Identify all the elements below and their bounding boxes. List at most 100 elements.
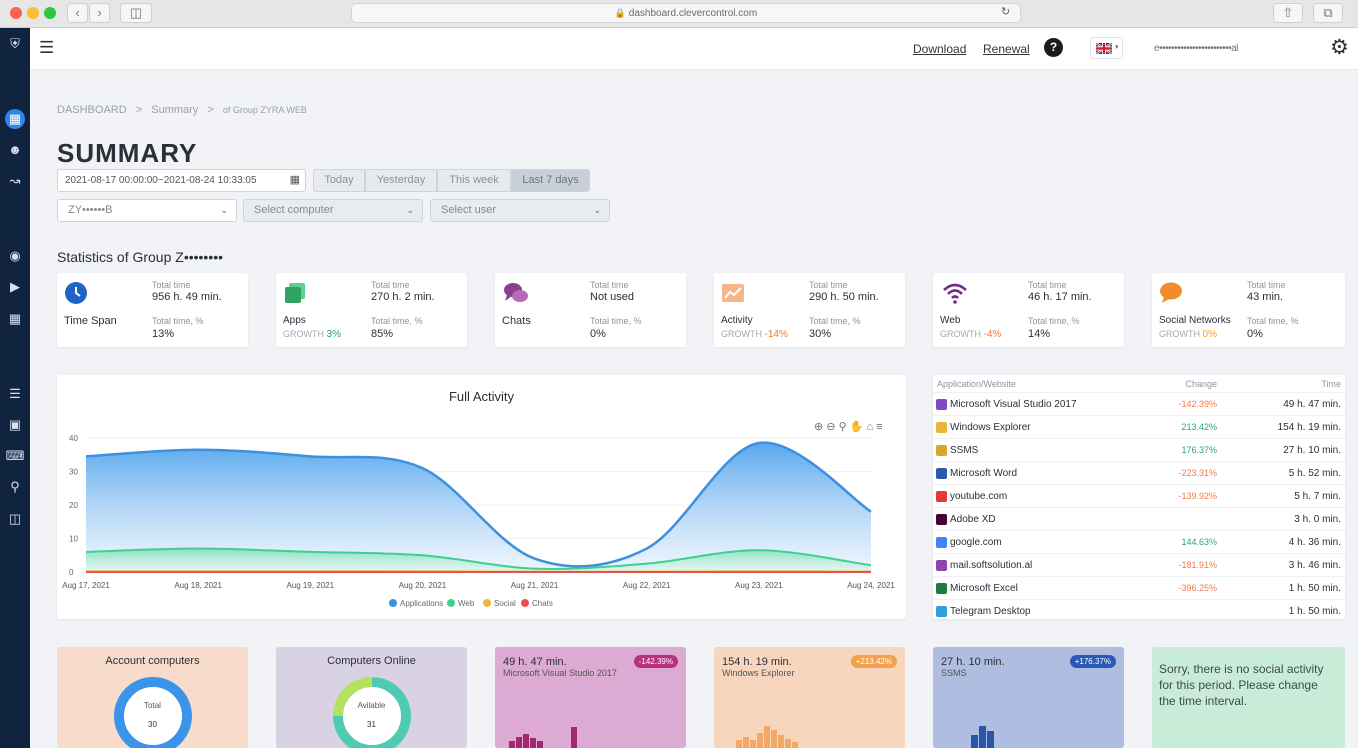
app-icon xyxy=(936,606,947,617)
stat-card-social-networks[interactable]: Social Networks GROWTH 0% Total time 43 … xyxy=(1152,273,1345,347)
full-activity-chart-card: Full Activity ⊕ ⊖ ⚲ ✋ ⌂ ≡ 0 10 20 30 40 Aug 1… xyxy=(57,375,906,619)
app-change: -139.92% xyxy=(1178,491,1217,501)
period-today-button[interactable]: Today xyxy=(313,169,365,192)
legend-label-applications[interactable]: Applications xyxy=(400,599,443,608)
table-row[interactable]: Windows Explorer 213.42% 154 h. 19 min. xyxy=(933,415,1345,438)
app-icon xyxy=(936,468,947,479)
computer-select[interactable]: Select computer ⌄ xyxy=(243,199,423,222)
x-tick-label: Aug 17, 2021 xyxy=(62,581,110,590)
share-icon[interactable]: ⇧ xyxy=(1273,3,1303,23)
table-row[interactable]: Adobe XD 3 h. 0 min. xyxy=(933,507,1345,530)
stat-card-chats[interactable]: Chats Total time Not used Total time, % … xyxy=(495,273,686,347)
series-line-applications[interactable] xyxy=(85,441,872,568)
stat-card-activity[interactable]: Activity GROWTH -14% Total time 290 h. 5… xyxy=(714,273,905,347)
table-row[interactable]: Telegram Desktop 1 h. 50 min. xyxy=(933,599,1345,622)
top-app-card-windows-explorer[interactable]: 154 h. 19 min. Windows Explorer +213.42% xyxy=(714,647,905,748)
calendar-icon[interactable]: ▦ xyxy=(289,174,300,186)
x-tick-label: Aug 19, 2021 xyxy=(286,581,334,590)
zoom-select-icon[interactable]: ⚲ xyxy=(838,421,847,433)
computers-online-donut xyxy=(333,677,411,748)
trend-chart-icon[interactable]: ↝ xyxy=(9,173,21,188)
app-time: 49 h. 47 min. xyxy=(503,656,567,668)
breadcrumb-dashboard[interactable]: DASHBOARD xyxy=(57,104,127,116)
series-line-web[interactable] xyxy=(85,547,872,570)
app-time: 4 h. 36 min. xyxy=(1288,537,1341,548)
tabs-overview-icon[interactable]: ⧉ xyxy=(1313,3,1343,23)
stat-card-time-span[interactable]: Time Span Total time 956 h. 49 min. Tota… xyxy=(57,273,248,347)
hamburger-menu-icon[interactable]: ☰ xyxy=(39,38,55,57)
top-app-card-visual-studio[interactable]: 49 h. 47 min. Microsoft Visual Studio 20… xyxy=(495,647,686,748)
period-yesterday-button[interactable]: Yesterday xyxy=(365,169,437,192)
reset-home-icon[interactable]: ⌂ xyxy=(866,421,874,433)
clock-icon xyxy=(65,282,87,304)
monitor-icon[interactable]: ▣ xyxy=(8,417,22,432)
table-row[interactable]: Microsoft Excel -396.25% 1 h. 50 min. xyxy=(933,576,1345,599)
table-row[interactable]: mail.softsolution.al -181.91% 3 h. 46 min. xyxy=(933,553,1345,576)
account-computers-card[interactable]: Account computers Total 30 xyxy=(57,647,248,748)
search-icon[interactable]: ⚲ xyxy=(10,479,20,494)
play-icon[interactable]: ▶ xyxy=(10,279,20,294)
logo-shield-icon[interactable]: ⛨ xyxy=(10,36,20,51)
download-link[interactable]: Download xyxy=(913,42,967,56)
period-this-week-button[interactable]: This week xyxy=(437,169,511,192)
window-close-button[interactable] xyxy=(10,7,22,19)
legend-label-web[interactable]: Web xyxy=(458,599,475,608)
table-icon[interactable]: ▦ xyxy=(8,311,22,326)
zoom-out-icon[interactable]: ⊖ xyxy=(826,421,836,433)
column-header-change[interactable]: Change xyxy=(1185,379,1217,389)
period-last-7-days-button[interactable]: Last 7 days xyxy=(511,169,590,192)
top-app-card-ssms[interactable]: 27 h. 10 min. SSMS +176.37% xyxy=(933,647,1124,748)
group-select[interactable]: ZY••••••B ⌄ xyxy=(57,199,237,222)
back-button[interactable]: ‹ xyxy=(67,3,88,23)
language-flag-selector[interactable]: ▾ xyxy=(1090,37,1123,59)
computers-online-card[interactable]: Computers Online Avilable 31 xyxy=(276,647,467,748)
keyboard-icon[interactable]: ⌨ xyxy=(5,448,25,463)
eye-icon[interactable]: ◉ xyxy=(9,248,21,263)
window-zoom-button[interactable] xyxy=(44,7,56,19)
table-row[interactable]: Microsoft Visual Studio 2017 -142.39% 49 h… xyxy=(933,392,1345,415)
layout-icon[interactable]: ◫ xyxy=(8,511,22,526)
help-icon[interactable]: ? xyxy=(1044,38,1063,57)
chart-menu-icon[interactable]: ≡ xyxy=(876,421,883,433)
breadcrumb-summary[interactable]: Summary xyxy=(151,104,199,116)
legend-label-social[interactable]: Social xyxy=(494,599,516,608)
renewal-link[interactable]: Renewal xyxy=(983,42,1030,56)
app-name: Windows Explorer xyxy=(722,668,795,678)
change-badge: +176.37% xyxy=(1069,655,1116,668)
app-change: 144.63% xyxy=(1181,537,1217,547)
full-activity-chart[interactable]: 0 10 20 30 40 Aug 17, 2021 Aug 18, 2021 Aug 19,… xyxy=(57,375,906,619)
window-minimize-button[interactable] xyxy=(27,7,39,19)
address-bar[interactable]: 🔒 dashboard.clevercontrol.com xyxy=(351,3,1021,23)
computer-select-placeholder: Select computer xyxy=(254,204,334,216)
column-header-time[interactable]: Time xyxy=(1321,379,1341,389)
speech-bubble-icon xyxy=(1160,282,1182,303)
growth-label: GROWTH xyxy=(283,329,324,339)
settings-gear-icon[interactable]: ⚙ xyxy=(1330,36,1349,59)
list-icon[interactable]: ☰ xyxy=(9,386,21,401)
table-row[interactable]: Microsoft Word -223.31% 5 h. 52 min. xyxy=(933,461,1345,484)
dashboard-chart-icon[interactable]: ▦ xyxy=(5,109,25,129)
date-range-input[interactable]: 2021-08-17 00:00:00~2021-08-24 10:33:05 … xyxy=(57,169,306,192)
app-icon xyxy=(936,422,947,433)
table-row[interactable]: google.com 144.63% 4 h. 36 min. xyxy=(933,530,1345,553)
stat-card-web[interactable]: Web GROWTH -4% Total time 46 h. 17 min. … xyxy=(933,273,1124,347)
chart-toolbar: ⊕ ⊖ ⚲ ✋ ⌂ ≡ xyxy=(814,420,883,433)
card-title: Computers Online xyxy=(327,655,416,667)
table-row[interactable]: youtube.com -139.92% 5 h. 7 min. xyxy=(933,484,1345,507)
pan-hand-icon[interactable]: ✋ xyxy=(849,421,864,433)
users-icon[interactable]: ☻ xyxy=(8,142,22,157)
y-tick-label: 40 xyxy=(69,434,78,443)
legend-label-chats[interactable]: Chats xyxy=(532,599,553,608)
reload-icon[interactable]: ↻ xyxy=(1001,6,1011,18)
user-select[interactable]: Select user ⌄ xyxy=(430,199,610,222)
sidebar-toggle-icon[interactable]: ◫ xyxy=(120,3,152,23)
table-row[interactable]: SSMS 176.37% 27 h. 10 min. xyxy=(933,438,1345,461)
app-sidebar: ⛨ ▦ ☻ ↝ ◉ ▶ ▦ ☰ ▣ ⌨ ⚲ ◫ xyxy=(0,28,30,748)
zoom-in-icon[interactable]: ⊕ xyxy=(814,421,824,433)
forward-button[interactable]: › xyxy=(89,3,110,23)
stat-card-apps[interactable]: Apps GROWTH 3% Total time 270 h. 2 min. … xyxy=(276,273,467,347)
x-tick-label: Aug 18, 2021 xyxy=(174,581,222,590)
chevron-down-icon: ⌄ xyxy=(220,205,228,215)
user-email[interactable]: e••••••••••••••••••••••••al xyxy=(1154,43,1238,54)
column-header-application[interactable]: Application/Website xyxy=(937,379,1016,389)
